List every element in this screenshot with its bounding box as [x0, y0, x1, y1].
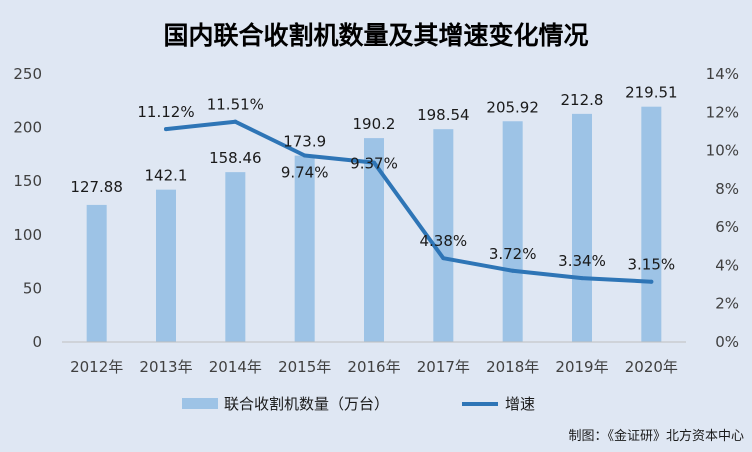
x-axis-tick-label: 2018年 [486, 358, 539, 376]
source-note: 制图：《金证研》北方资本中心 [568, 428, 744, 444]
legend-label-bar: 联合收割机数量（万台） [224, 395, 389, 413]
bar-data-labels: 127.88 142.1 158.46 173.9 190.2 198.54 205.92 2… [70, 84, 677, 196]
bar-data-label: 190.2 [353, 115, 396, 133]
left-axis-ticks: 0 50 100 150 200 250 [13, 65, 42, 351]
line-point [302, 153, 307, 158]
bar-data-label: 142.1 [145, 167, 188, 185]
growth-rate-line [164, 119, 654, 284]
x-axis-tick-label: 2016年 [347, 358, 400, 376]
x-axis-tick-label: 2017年 [417, 358, 470, 376]
line-data-label: 9.37% [350, 155, 398, 173]
right-axis-tick-label: 8% [715, 180, 739, 198]
x-axis-tick-label: 2012年 [70, 358, 123, 376]
line-point [510, 268, 515, 273]
right-axis-tick-label: 2% [715, 295, 739, 313]
line-point [441, 256, 446, 261]
right-axis-tick-label: 10% [706, 142, 739, 160]
line-point [649, 279, 654, 284]
line-data-label: 3.34% [558, 252, 606, 270]
bar-data-label: 198.54 [417, 106, 470, 124]
bar [225, 172, 246, 342]
bar-data-label: 205.92 [486, 98, 539, 116]
bar [364, 138, 384, 342]
bar-data-label: 219.51 [625, 84, 678, 102]
legend: 联合收割机数量（万台） 增速 [182, 395, 535, 413]
x-axis-tick-label: 2015年 [278, 358, 331, 376]
line-point [372, 160, 376, 165]
left-axis-tick-label: 200 [13, 119, 42, 137]
bar [433, 129, 454, 342]
right-axis-tick-label: 0% [715, 333, 739, 351]
x-axis-tick-label: 2020年 [625, 358, 678, 376]
line-data-label: 3.15% [628, 256, 676, 274]
right-axis-tick-label: 12% [706, 103, 739, 121]
line-data-label: 11.12% [137, 103, 194, 121]
bar [641, 106, 662, 343]
chart-title: 国内联合收割机数量及其增速变化情况 [163, 21, 588, 50]
x-axis-tick-label: 2019年 [555, 358, 608, 376]
bar-data-label: 212.8 [561, 91, 604, 109]
line-data-label: 9.74% [281, 164, 329, 182]
line-data-label: 3.72% [489, 245, 537, 263]
legend-swatch-bar [182, 398, 218, 409]
line-point [164, 127, 168, 132]
right-axis-tick-label: 4% [715, 256, 739, 274]
bar [294, 155, 315, 342]
x-axis-tick-label: 2013年 [139, 358, 192, 376]
left-axis-tick-label: 100 [13, 226, 42, 244]
bar [502, 121, 523, 343]
left-axis-tick-label: 250 [13, 65, 42, 83]
right-axis-ticks: 0% 2% 4% 6% 8% 10% 12% 14% [706, 65, 739, 351]
bar-series [86, 106, 662, 343]
bar [156, 189, 176, 342]
line-series [164, 119, 654, 284]
bar-data-label: 173.9 [283, 133, 326, 151]
line-data-labels: 11.12% 11.51% 9.74% 9.37% 4.38% 3.72% 3.34% 3.1… [137, 96, 675, 274]
bar-data-label: 158.46 [209, 149, 262, 167]
left-axis-tick-label: 50 [23, 279, 42, 297]
right-axis-tick-label: 6% [715, 218, 739, 236]
line-point [580, 276, 584, 281]
line-data-label: 11.51% [207, 96, 264, 114]
x-axis-ticks: 2012年 2013年 2014年 2015年 2016年 2017年 2018年 2019年… [70, 358, 678, 376]
left-axis-tick-label: 0 [32, 333, 42, 351]
line-point [233, 119, 238, 124]
right-axis-tick-label: 14% [706, 65, 739, 83]
bar [86, 204, 107, 342]
bar-data-label: 127.88 [70, 178, 123, 196]
legend-label-line: 增速 [505, 395, 535, 413]
line-data-label: 4.38% [420, 232, 468, 250]
left-axis-tick-label: 150 [13, 172, 42, 190]
bar [572, 113, 592, 342]
x-axis-tick-label: 2014年 [209, 358, 262, 376]
